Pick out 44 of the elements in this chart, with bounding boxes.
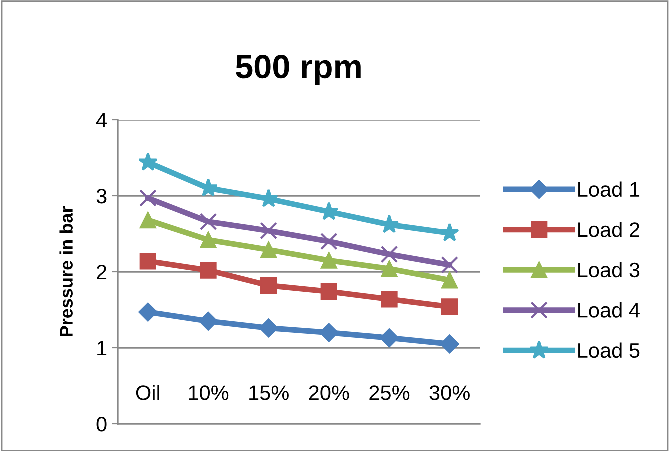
y-tick-label: 3	[96, 189, 107, 204]
point	[139, 190, 157, 207]
legend-label: Load 5	[578, 342, 640, 358]
x-tick-label: 15%	[250, 386, 289, 400]
x-tick-label: Oil	[136, 385, 160, 400]
point	[320, 232, 338, 250]
point	[380, 328, 400, 348]
x-tick-label: 25%	[370, 386, 410, 400]
point	[198, 312, 218, 331]
point	[260, 242, 278, 258]
chart-title: 500 rpm	[236, 55, 361, 86]
point	[440, 223, 460, 242]
point	[200, 262, 217, 279]
point	[200, 213, 218, 231]
y-tick-label: 4	[96, 113, 107, 128]
point	[381, 260, 398, 278]
legend-label: Load 1	[578, 182, 640, 198]
point	[138, 302, 158, 322]
legend-label: Load 4	[578, 302, 640, 318]
point	[380, 246, 398, 264]
x-tick-label: 10%	[189, 386, 229, 400]
point	[442, 298, 458, 316]
point	[140, 212, 156, 229]
x-tick-label: 20%	[309, 386, 350, 400]
point	[200, 232, 217, 248]
y-axis-title: Pressure in bar	[60, 206, 73, 337]
point	[320, 252, 338, 269]
point	[440, 334, 460, 354]
y-tick-label: 2	[97, 265, 107, 280]
legend-label: Load 3	[578, 262, 640, 278]
point	[441, 256, 459, 274]
y-tick-label: 1	[98, 341, 107, 356]
point	[259, 318, 278, 338]
x-tick-label: 30%	[430, 386, 470, 400]
point	[320, 323, 339, 342]
point	[320, 283, 338, 300]
point	[140, 253, 156, 270]
point	[260, 277, 278, 294]
y-tick-label: 0	[96, 417, 107, 432]
legend-label: Load 2	[578, 222, 640, 238]
point	[442, 272, 458, 289]
point	[381, 291, 398, 308]
point	[138, 152, 158, 171]
point	[260, 222, 278, 240]
